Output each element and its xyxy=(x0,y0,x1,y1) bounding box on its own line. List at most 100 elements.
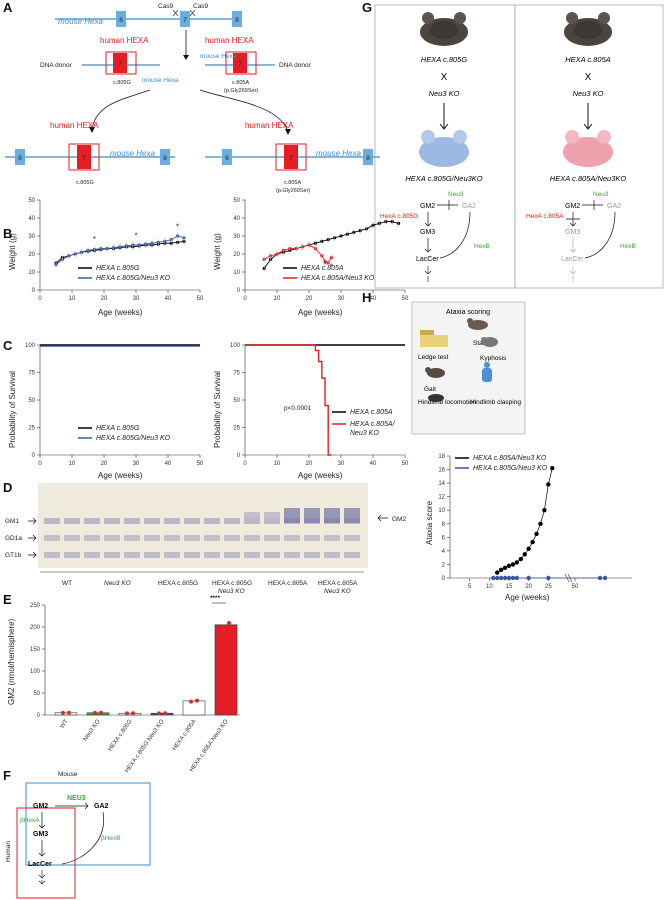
y-tick-label: 40 xyxy=(28,216,35,222)
exon-6 xyxy=(116,11,126,27)
c805g-label: c.805G xyxy=(113,80,131,86)
bar xyxy=(214,624,238,716)
significance-star: * xyxy=(176,222,179,231)
arrow-icon xyxy=(569,266,577,282)
legend-label: HEXA c.805A/Neu3 KO xyxy=(301,275,375,282)
scissors-icon xyxy=(172,9,179,17)
data-point xyxy=(93,710,97,715)
arrow-icon xyxy=(424,266,432,282)
y-tick-label: 20 xyxy=(28,252,35,258)
x-tick-label: 25 xyxy=(545,584,552,590)
tlc-band xyxy=(64,518,80,524)
lane-label: HEXA c.805G xyxy=(158,580,198,587)
ga2-node: GA2 xyxy=(607,203,621,210)
blocked-arrow-icon xyxy=(437,200,458,210)
bar xyxy=(54,712,78,716)
item-gait: Gait xyxy=(424,386,436,393)
series-line xyxy=(263,244,332,264)
panel-h-ataxia: Ataxia scoring Stance Ledge test Kyphosi… xyxy=(411,301,632,602)
data-point xyxy=(510,562,516,567)
hexa-enzyme: HexA c.805G xyxy=(380,213,418,220)
band-gm1: GM1 xyxy=(5,518,19,525)
significance-star: * xyxy=(134,231,137,240)
category-label: HEXA c.805A Neu3 KO xyxy=(189,718,230,773)
y-axis-label: Ataxia score xyxy=(425,500,434,545)
arrow-right-icon xyxy=(28,534,37,542)
data-point xyxy=(498,575,504,581)
data-point xyxy=(538,521,543,526)
arrow-icon xyxy=(38,840,46,857)
mouse-icon xyxy=(428,394,444,402)
data-point xyxy=(189,699,193,704)
exon-8-c xyxy=(363,149,373,165)
legend-b-right: HEXA c.805A HEXA c.805A/Neu3 KO xyxy=(283,265,375,282)
x-tick-label: 50 xyxy=(402,461,409,467)
panel-g-cross: HEXA c.805G HEXA c.805A X X Neu3 KO Neu3… xyxy=(374,4,664,289)
legend-label: HEXA c.805G xyxy=(96,425,140,432)
y-tick-label: 0 xyxy=(237,288,241,294)
exon-7-b xyxy=(77,145,91,169)
panel-label-b: B xyxy=(3,226,12,241)
legend-label: HEXA c.805G xyxy=(96,265,140,272)
exon-7-b-label: 7 xyxy=(82,155,86,162)
c805g-b-label: c.805G xyxy=(76,180,94,186)
data-point xyxy=(502,575,508,581)
tlc-band xyxy=(324,535,340,541)
x-axis-label: Age (weeks) xyxy=(298,471,343,480)
mouse-icon xyxy=(564,12,612,46)
panel-b-right-axes: Weight (g) Age (weeks) xyxy=(213,200,405,317)
arrow-icon xyxy=(584,211,616,259)
x-tick-label: 10 xyxy=(69,461,76,467)
tlc-band xyxy=(324,552,340,558)
arrow-icon xyxy=(439,211,471,259)
lane-label: Neu3 KO xyxy=(104,580,131,587)
gm3-node: GM3 xyxy=(565,229,580,236)
data-point xyxy=(506,575,512,581)
data-point xyxy=(514,560,520,565)
human-box xyxy=(16,807,76,899)
x-tick-label: 30 xyxy=(133,296,140,302)
mouse-hexa-b: mouse Hexa xyxy=(110,149,155,158)
dna-donor-left-label: DNA donor xyxy=(40,62,73,69)
arrow-icon xyxy=(439,103,449,130)
y-axis-label: GM2 (nmol/hemisphere) xyxy=(7,618,16,705)
panel-label-e: E xyxy=(3,592,12,607)
y-tick-label: 18 xyxy=(438,454,445,460)
y-tick-label: 4 xyxy=(442,549,446,555)
x-tick-label: 0 xyxy=(38,296,42,302)
x-tick-label: 20 xyxy=(525,584,532,590)
data-point xyxy=(506,563,512,568)
neu3-enzyme: Neu3 xyxy=(448,191,464,198)
tlc-band xyxy=(84,535,100,541)
data-point xyxy=(597,575,603,581)
arrow-icon xyxy=(55,802,89,810)
y-tick-label: 25 xyxy=(28,426,35,432)
legend-c-right: HEXA c.805A HEXA c.805A/ Neu3 KO xyxy=(332,409,396,437)
band-gt1b: GT1b xyxy=(5,552,22,559)
data-point xyxy=(99,710,103,715)
category-label: WT xyxy=(59,718,69,729)
arrow-icon xyxy=(38,870,46,885)
tlc-band xyxy=(244,535,260,541)
y-tick-label: 50 xyxy=(233,398,240,404)
arrow-icon xyxy=(583,103,593,130)
y-tick-label: 75 xyxy=(233,371,240,377)
y-tick-label: 0 xyxy=(237,453,241,459)
legend-label: HEXA c.805A xyxy=(350,409,393,416)
y-tick-label: 100 xyxy=(230,343,241,349)
y-tick-label: 50 xyxy=(28,198,35,204)
cross-symbol: X xyxy=(441,72,448,83)
y-tick-label: 30 xyxy=(28,234,35,240)
pgly-label: (p.Gly269Ser) xyxy=(224,88,258,94)
y-tick-label: 20 xyxy=(233,252,240,258)
category-label: Neu3 KO xyxy=(83,718,102,742)
y-tick-label: 14 xyxy=(438,481,445,487)
tlc-band xyxy=(164,518,180,524)
tlc-gm2-band xyxy=(264,512,280,518)
panel-e-axes: GM2 (nmol/hemisphere) **** xyxy=(7,595,240,716)
data-point xyxy=(163,711,167,716)
bar xyxy=(118,712,142,716)
arrow-head xyxy=(89,127,95,133)
arrow-icon xyxy=(424,212,432,253)
